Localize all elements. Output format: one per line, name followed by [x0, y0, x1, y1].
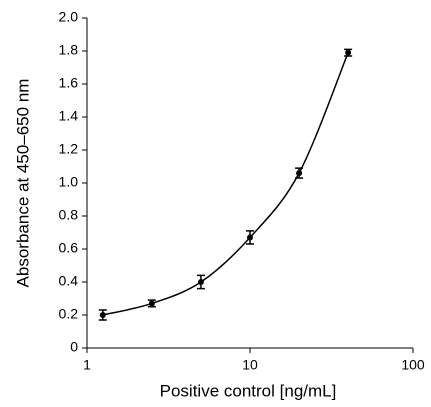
point	[99, 312, 106, 318]
point	[296, 170, 303, 177]
y-tick-label: 1.0	[59, 174, 79, 190]
y-tick-label: 0.8	[59, 207, 79, 223]
y-axis-title: Absorbance at 450–650 nm	[13, 79, 32, 288]
y-tick-label: 1.6	[59, 75, 79, 91]
point	[197, 279, 204, 285]
y-tick-label: 1.2	[59, 141, 79, 157]
fit-curve	[102, 52, 349, 316]
y-tick-label: 0	[70, 339, 78, 355]
point	[148, 300, 155, 307]
y-tick-label: 0.6	[59, 240, 79, 256]
x-axis-title: Positive control [ng/mL]	[160, 381, 337, 400]
x-tick-label: 10	[242, 357, 258, 373]
point	[345, 49, 352, 56]
point	[247, 234, 253, 241]
y-tick-label: 1.8	[59, 42, 79, 58]
y-tick-label: 0.2	[59, 306, 79, 322]
y-tick-label: 1.4	[59, 108, 79, 124]
x-tick-label: 100	[401, 357, 425, 373]
x-tick-label: 1	[83, 357, 91, 373]
y-tick-label: 2.0	[59, 9, 79, 25]
y-tick-label: 0.4	[59, 273, 79, 289]
